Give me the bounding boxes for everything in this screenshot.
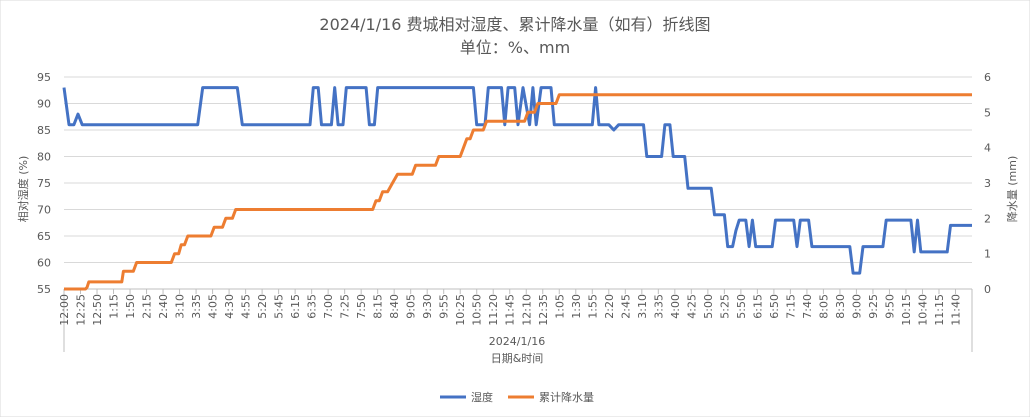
x-tick-label: 1:30	[570, 294, 583, 319]
x-tick-label: 8:15	[372, 294, 385, 319]
x-tick-label: 3:35	[652, 294, 665, 319]
x-tick-label: 9:30	[421, 294, 434, 319]
y-axis-right: 0 1 2 3 4 5 6	[984, 71, 991, 296]
x-tick-label: 4:00	[669, 294, 682, 319]
y-left-tick-label: 70	[37, 204, 51, 217]
x-tick-label: 10:15	[900, 294, 913, 326]
y-right-tick-label: 3	[984, 177, 991, 190]
x-tick-label: 9:00	[850, 294, 863, 319]
y-axis-right-title: 降水量 (mm)	[1005, 156, 1019, 223]
x-tick-label: 2:40	[157, 294, 170, 319]
x-tick-label: 5:25	[718, 294, 731, 319]
x-tick-label: 10:25	[454, 294, 467, 326]
x-tick-label: 12:10	[520, 294, 533, 326]
chart-title: 2024/1/16 费城相对湿度、累计降水量（如有）折线图	[319, 15, 710, 34]
x-tick-label: 9:50	[883, 294, 896, 319]
x-tick-label: 11:45	[504, 294, 517, 326]
x-tick-label: 2:15	[141, 294, 154, 319]
x-tick-label: 6:35	[306, 294, 319, 319]
x-tick-label: 5:20	[256, 294, 269, 319]
x-tick-label: 1:50	[124, 294, 137, 319]
legend-label-humidity: 湿度	[471, 390, 493, 404]
x-tick-label: 2:20	[603, 294, 616, 319]
y-right-tick-label: 2	[984, 212, 991, 225]
x-axis-title: 日期&时间	[491, 352, 544, 365]
series-line-humidity	[62, 86, 972, 275]
x-tick-label: 1:05	[553, 294, 566, 319]
y-left-tick-label: 90	[37, 98, 51, 111]
y-left-tick-label: 55	[37, 283, 51, 296]
series-line-precip	[64, 93, 972, 291]
x-tick-label: 3:10	[636, 294, 649, 319]
y-left-tick-label: 95	[37, 71, 51, 84]
x-tick-label: 10:50	[471, 294, 484, 326]
y-right-tick-label: 5	[984, 106, 991, 119]
x-tick-label: 6:15	[289, 294, 302, 319]
x-tick-label: 1:55	[586, 294, 599, 319]
x-tick-label: 5:45	[273, 294, 286, 319]
x-tick-label: 2:45	[619, 294, 632, 319]
x-tick-label: 8:40	[388, 294, 401, 319]
x-tick-label: 8:05	[817, 294, 830, 319]
x-tick-label: 1:15	[108, 294, 121, 319]
x-tick-label: 7:25	[339, 294, 352, 319]
x-tick-label: 12:50	[91, 294, 104, 326]
x-tick-label: 11:20	[487, 294, 500, 326]
x-group-label: 2024/1/16	[489, 335, 545, 348]
y-left-tick-label: 65	[37, 230, 51, 243]
legend-label-precip: 累计降水量	[539, 390, 594, 404]
y-right-tick-label: 0	[984, 283, 991, 296]
x-tick-label: 5:50	[735, 294, 748, 319]
x-tick-label: 4:05	[207, 294, 220, 319]
y-right-tick-label: 4	[984, 142, 991, 155]
x-tick-label: 12:00	[58, 294, 71, 326]
x-tick-label: 3:35	[190, 294, 203, 319]
x-tick-label: 7:15	[784, 294, 797, 319]
y-right-tick-label: 1	[984, 248, 991, 261]
x-tick-label: 5:00	[702, 294, 715, 319]
y-axis-left: 55 60 65 70 75 80 85 90 95	[37, 71, 51, 296]
legend: 湿度 累计降水量	[440, 390, 594, 404]
x-tick-label: 7:40	[801, 294, 814, 319]
x-axis: 12:00 12:25 12:50 1:15 1:50 2:15 2:40 3:10 3:35 4…	[58, 288, 973, 352]
x-tick-label: 4:55	[240, 294, 253, 319]
x-tick-label: 11:15	[933, 294, 946, 326]
x-tick-label: 9:25	[867, 294, 880, 319]
x-tick-label: 3:10	[174, 294, 187, 319]
y-left-tick-label: 75	[37, 177, 51, 190]
chart-subtitle: 单位：%、mm	[460, 38, 570, 57]
x-tick-label: 10:40	[916, 294, 929, 326]
y-left-tick-label: 60	[37, 257, 51, 270]
x-tick-label: 9:55	[438, 294, 451, 319]
x-tick-label: 4:25	[685, 294, 698, 319]
x-tick-label: 12:35	[537, 294, 550, 326]
x-tick-label: 4:30	[223, 294, 236, 319]
series-layer	[62, 86, 972, 291]
x-tick-label: 6:50	[768, 294, 781, 319]
y-left-tick-label: 80	[37, 151, 51, 164]
x-tick-label: 6:15	[751, 294, 764, 319]
x-tick-label: 11:40	[949, 294, 962, 326]
x-tick-label: 8:30	[834, 294, 847, 319]
y-right-tick-label: 6	[984, 71, 991, 84]
x-tick-label: 12:25	[75, 294, 88, 326]
x-tick-label: 7:50	[355, 294, 368, 319]
x-tick-label: 9:05	[405, 294, 418, 319]
y-axis-left-title: 相对湿度 (%)	[16, 156, 30, 223]
y-left-tick-label: 85	[37, 124, 51, 137]
x-tick-label: 7:00	[322, 294, 335, 319]
